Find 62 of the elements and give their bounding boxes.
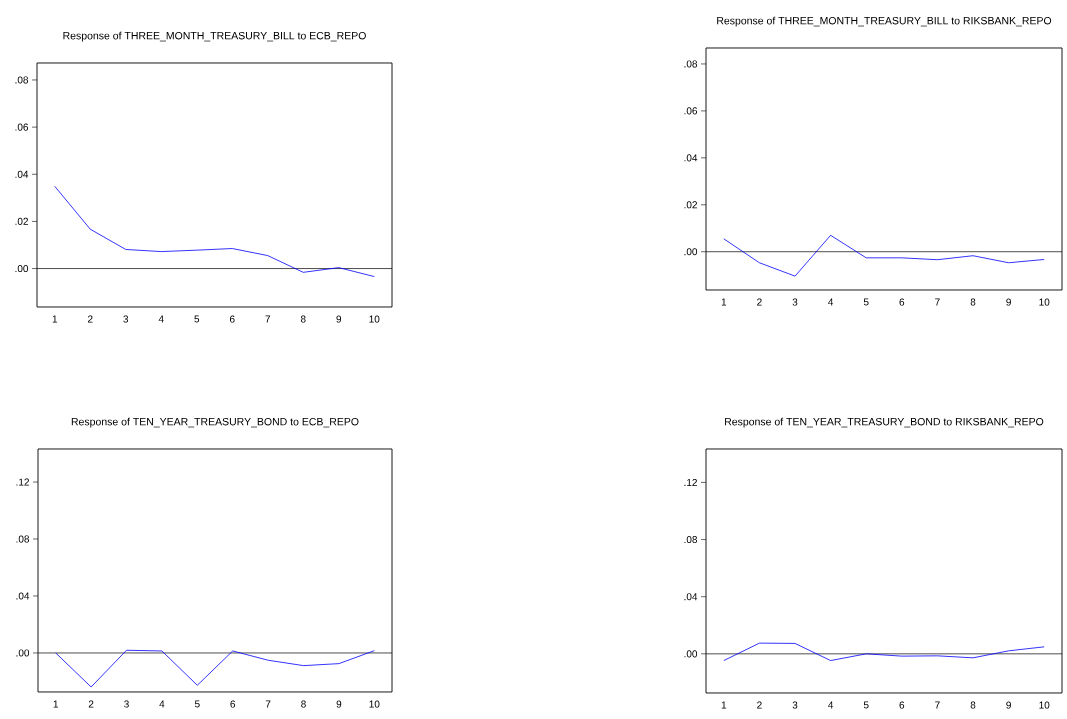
y-tick-label: .12 — [16, 478, 29, 486]
y-tick-label: .12 — [684, 478, 697, 486]
y-tick-label: .04 — [684, 593, 698, 601]
y-tick-label: .08 — [684, 536, 698, 544]
x-tick-label: 5 — [194, 700, 200, 708]
x-tick-label: 10 — [1039, 701, 1050, 709]
x-tick-label: 7 — [265, 315, 271, 323]
x-tick-label: 8 — [970, 701, 976, 709]
x-tick-label: 9 — [1006, 298, 1011, 306]
x-tick-label: 2 — [87, 315, 93, 323]
x-tick-label: 5 — [863, 701, 869, 709]
x-tick-label: 8 — [970, 298, 976, 306]
x-tick-label: 3 — [792, 701, 798, 709]
x-tick-label: 4 — [159, 700, 165, 708]
y-tick-label: .04 — [16, 592, 30, 600]
x-tick-label: 6 — [899, 298, 905, 306]
y-tick-label: .02 — [684, 201, 697, 209]
chart-title: Response of TEN_YEAR_TREASURY_BOND to RIKSBANK_REPO — [725, 417, 1044, 428]
y-tick-label: .00 — [15, 265, 29, 273]
y-tick-label: .06 — [15, 123, 29, 131]
x-tick-label: 3 — [792, 298, 798, 306]
x-tick-label: 10 — [1039, 298, 1050, 306]
y-tick-label: .00 — [684, 650, 698, 658]
y-tick-label: .00 — [684, 248, 698, 256]
x-tick-label: 6 — [899, 701, 905, 709]
y-tick-label: .08 — [16, 535, 30, 543]
x-tick-label: 8 — [301, 700, 306, 708]
x-tick-label: 9 — [336, 315, 342, 323]
x-tick-label: 2 — [88, 700, 94, 708]
x-tick-label: 6 — [230, 700, 236, 708]
x-tick-label: 2 — [757, 298, 762, 306]
x-tick-label: 1 — [52, 315, 58, 323]
x-tick-label: 4 — [828, 701, 834, 709]
x-tick-label: 3 — [123, 315, 129, 323]
x-tick-label: 2 — [757, 701, 762, 709]
chart-title: Response of TEN_YEAR_TREASURY_BOND to ECB_REPO — [71, 417, 359, 428]
x-tick-label: 10 — [369, 315, 380, 323]
chart-title: Response of THREE_MONTH_TREASURY_BILL to ECB_REPO — [63, 31, 366, 42]
chart-title: Response of THREE_MONTH_TREASURY_BILL to RIKSBANK_REPO — [717, 16, 1052, 27]
x-tick-label: 1 — [721, 701, 727, 709]
y-tick-label: .04 — [15, 170, 29, 178]
y-tick-label: .00 — [16, 649, 30, 657]
y-tick-label: .08 — [15, 76, 29, 84]
x-tick-label: 9 — [1006, 701, 1011, 709]
x-tick-label: 7 — [265, 700, 271, 708]
x-tick-label: 5 — [863, 298, 869, 306]
x-tick-label: 10 — [369, 700, 380, 708]
x-tick-label: 8 — [300, 315, 306, 323]
x-tick-label: 3 — [124, 700, 129, 708]
x-tick-label: 1 — [53, 700, 59, 708]
y-tick-label: .04 — [684, 154, 698, 162]
x-tick-label: 7 — [935, 701, 940, 709]
x-tick-label: 4 — [158, 315, 164, 323]
y-tick-label: .02 — [15, 217, 28, 225]
y-tick-label: .08 — [684, 60, 698, 68]
x-tick-label: 9 — [336, 700, 342, 708]
x-tick-label: 7 — [935, 298, 940, 306]
x-tick-label: 1 — [721, 298, 727, 306]
x-tick-label: 4 — [828, 298, 834, 306]
x-tick-label: 6 — [229, 315, 235, 323]
y-tick-label: .06 — [684, 107, 698, 115]
x-tick-label: 5 — [194, 315, 200, 323]
